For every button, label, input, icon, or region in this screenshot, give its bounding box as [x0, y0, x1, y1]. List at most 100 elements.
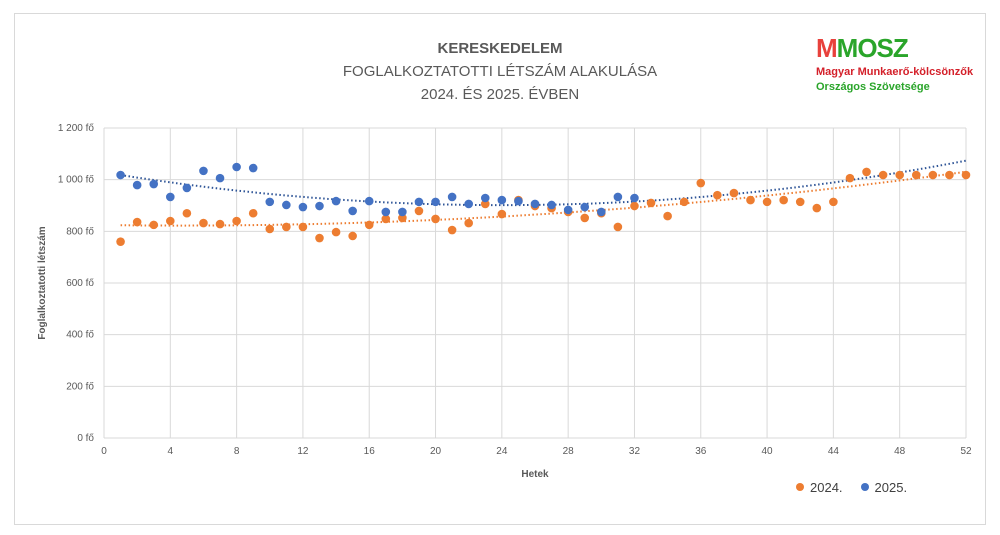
mmosz-logo: MMOSZ Magyar Munkaerő-kölcsönzők Országo… — [816, 34, 973, 93]
legend-label-2024: 2024. — [810, 480, 843, 495]
data-point-2024 — [878, 170, 888, 180]
y-tick-label: 200 fő — [66, 381, 94, 392]
data-point-2024 — [480, 199, 490, 209]
data-point-2024 — [199, 218, 208, 228]
data-point-2024 — [911, 170, 921, 180]
data-point-2025 — [265, 197, 275, 207]
legend-marker-2024 — [796, 483, 804, 491]
data-point-2025 — [166, 192, 175, 202]
data-point-2025 — [547, 200, 556, 210]
trendline-2024 — [120, 170, 967, 227]
data-point-2024 — [845, 173, 855, 183]
data-point-2024 — [729, 188, 739, 198]
y-tick-label: 600 fő — [66, 278, 94, 289]
data-point-2025 — [414, 197, 424, 207]
data-point-2025 — [613, 192, 623, 202]
x-tick-label: 52 — [960, 446, 972, 457]
x-tick-label: 24 — [496, 446, 508, 457]
data-point-2024 — [812, 203, 822, 213]
x-tick-label: 20 — [430, 446, 442, 457]
data-point-2024 — [431, 214, 440, 224]
chart-subtitle-years: 2024. ÉS 2025. ÉVBEN — [420, 86, 580, 103]
data-point-2025 — [282, 200, 291, 210]
data-point-2025 — [331, 196, 341, 206]
legend-label-2025: 2025. — [874, 480, 908, 495]
data-point-2024 — [613, 222, 623, 232]
data-point-2024 — [132, 217, 142, 227]
x-tick-label: 36 — [695, 446, 707, 457]
data-point-2025 — [497, 195, 507, 205]
data-point-2024 — [464, 218, 473, 228]
data-point-2025 — [530, 199, 540, 209]
data-point-2024 — [149, 220, 159, 230]
data-point-2025 — [464, 199, 473, 209]
data-point-2024 — [248, 208, 258, 218]
data-point-2024 — [746, 195, 755, 205]
data-point-2025 — [597, 207, 606, 217]
logo-mark: MMOSZ — [816, 33, 909, 63]
data-point-2024 — [928, 170, 938, 180]
data-point-2025 — [630, 193, 639, 203]
legend-marker-2025 — [860, 483, 869, 491]
x-tick-label: 0 — [101, 446, 107, 457]
data-point-2024 — [348, 231, 357, 241]
x-axis-label: Hetek — [521, 469, 549, 480]
y-tick-label: 400 fő — [66, 330, 94, 341]
data-point-2024 — [381, 214, 391, 224]
data-point-2024 — [215, 219, 225, 229]
x-tick-label: 48 — [894, 446, 906, 457]
trendline-2025 — [120, 159, 967, 207]
x-tick-label: 16 — [364, 446, 376, 457]
data-point-2024 — [679, 197, 689, 207]
data-point-2025 — [381, 207, 391, 217]
data-point-2024 — [663, 211, 672, 221]
data-point-2024 — [331, 227, 341, 237]
data-point-2024 — [282, 222, 291, 232]
data-point-2025 — [199, 166, 208, 176]
data-point-2024 — [166, 216, 175, 226]
x-tick-label: 12 — [297, 446, 309, 457]
data-point-2025 — [182, 183, 192, 193]
data-point-2024 — [580, 213, 590, 223]
data-point-2025 — [447, 192, 457, 202]
x-tick-label: 4 — [168, 446, 174, 457]
x-tick-label: 8 — [234, 446, 240, 457]
data-point-2025 — [298, 202, 308, 212]
data-point-2025 — [348, 206, 357, 216]
data-point-2024 — [398, 213, 407, 223]
data-point-2024 — [364, 220, 374, 230]
data-point-2025 — [563, 205, 573, 215]
data-point-2025 — [398, 207, 407, 217]
data-point-2024 — [447, 225, 457, 235]
data-point-2024 — [414, 206, 424, 216]
data-point-2024 — [232, 216, 241, 226]
y-axis-label: Foglalkoztatotti létszám — [37, 226, 48, 339]
data-point-2024 — [895, 170, 904, 180]
y-tick-label: 800 fő — [66, 226, 94, 237]
data-point-2025 — [364, 196, 374, 206]
chart-title: KERESKEDELEM — [437, 40, 563, 57]
data-point-2024 — [630, 201, 639, 211]
y-tick-label: 0 fő — [77, 433, 94, 444]
x-tick-label: 32 — [629, 446, 641, 457]
data-point-2025 — [431, 197, 440, 207]
data-point-2024 — [497, 209, 507, 219]
data-point-2024 — [945, 170, 954, 180]
data-point-2025 — [248, 163, 258, 173]
x-tick-label: 44 — [828, 446, 840, 457]
data-point-2024 — [795, 197, 805, 207]
data-point-2024 — [116, 237, 125, 246]
x-tick-label: 40 — [762, 446, 774, 457]
data-point-2025 — [580, 202, 590, 212]
data-point-2025 — [480, 193, 490, 203]
logo-line1: Magyar Munkaerő-kölcsönzők — [816, 66, 974, 78]
data-point-2024 — [862, 167, 871, 177]
data-point-2024 — [829, 197, 838, 207]
chart-frame — [14, 13, 986, 525]
data-point-2024 — [182, 208, 192, 218]
data-point-2024 — [961, 170, 971, 180]
legend-item-2025: 2025. — [860, 480, 908, 495]
x-tick-label: 28 — [563, 446, 575, 457]
chart-subtitle: FOGLALKOZTATOTTI LÉTSZÁM ALAKULÁSA — [342, 63, 658, 80]
